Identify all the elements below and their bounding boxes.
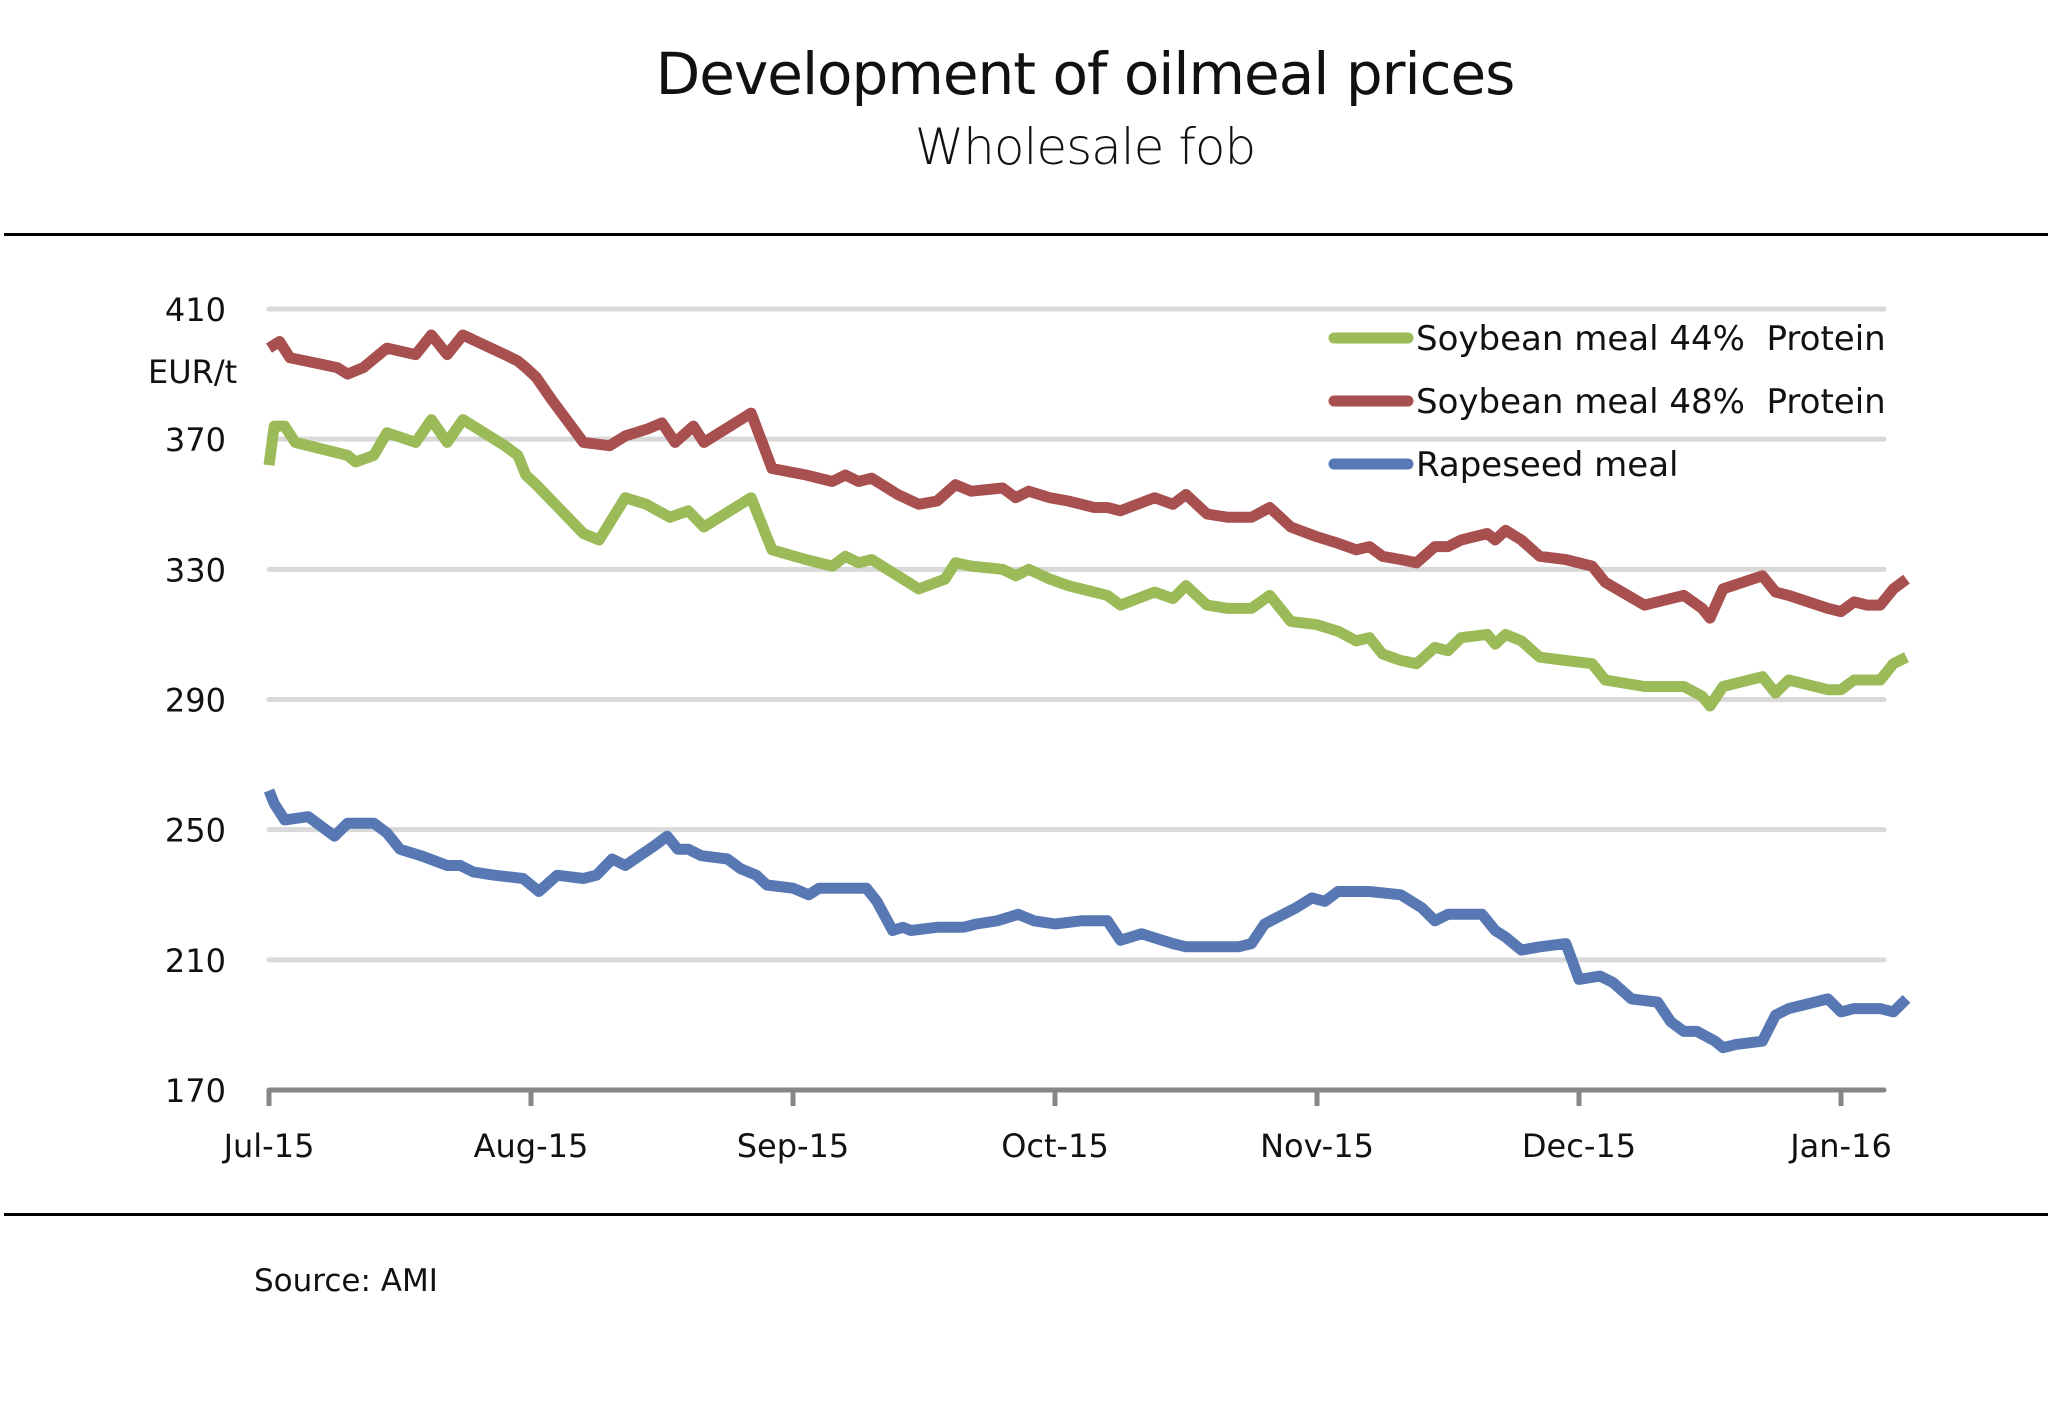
series-line-soybean-meal-44-protein — [263, 414, 1909, 712]
y-tick-label-370: 370 — [165, 421, 226, 459]
y-tick-label-410: 410 — [165, 291, 226, 329]
series-lines — [263, 329, 1911, 1054]
x-tick-label-Oct-15: Oct-15 — [1001, 1127, 1109, 1165]
y-tick-label-170: 170 — [165, 1072, 226, 1110]
x-axis: Jul-15 Aug-15 Sep-15 Oct-15 Nov-15 Dec-15 Jan-… — [222, 1087, 1892, 1165]
y-tick-label-250: 250 — [165, 812, 226, 850]
y-tick-label-330: 330 — [165, 551, 226, 589]
x-tick-label-Jul-15: Jul-15 — [222, 1127, 315, 1165]
gridlines — [266, 306, 1887, 963]
bottom-divider — [4, 1213, 2048, 1216]
legend: Soybean meal 44% Protein Soybean meal 48%… — [1328, 319, 1886, 485]
source-note: Source: AMI — [254, 1263, 438, 1299]
series-line-soybean-meal-48-protein — [266, 329, 1910, 624]
chart-subtitle: Wholesale fob — [914, 118, 1257, 176]
x-tick-label-Dec-15: Dec-15 — [1522, 1127, 1636, 1165]
series-line-rapeseed-meal — [263, 788, 1911, 1054]
x-tick-label-Nov-15: Nov-15 — [1260, 1127, 1374, 1165]
y-tick-label-210: 210 — [165, 942, 226, 980]
y-axis-unit-label: EUR/t — [148, 353, 237, 391]
legend-label-rapeseed-meal: Rapeseed meal — [1416, 445, 1678, 485]
y-axis-labels: 170 210 250 290 330 370 410 — [165, 291, 226, 1110]
x-tick-label-Aug-15: Aug-15 — [474, 1127, 589, 1165]
chart-title: Development of oilmeal prices — [655, 40, 1516, 108]
y-tick-label-290: 290 — [165, 682, 226, 720]
x-tick-label-Jan-16: Jan-16 — [1788, 1127, 1892, 1165]
legend-label-soybean-meal-44-protein: Soybean meal 44% Protein — [1416, 319, 1886, 359]
x-tick-label-Sep-15: Sep-15 — [737, 1127, 850, 1165]
top-divider — [4, 233, 2048, 236]
legend-label-soybean-meal-48-protein: Soybean meal 48% Protein — [1416, 382, 1886, 422]
